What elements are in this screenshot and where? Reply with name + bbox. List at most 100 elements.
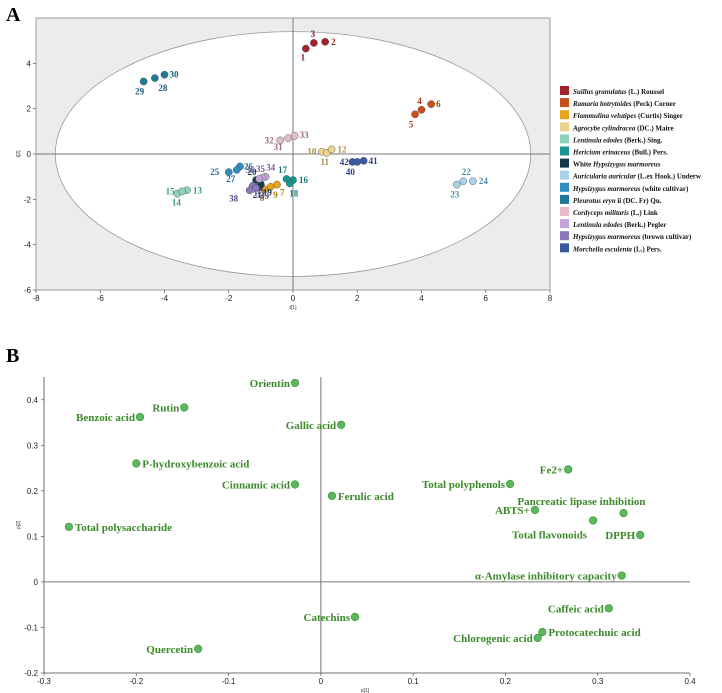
loading-label: Fe2+ [540, 464, 563, 476]
x-tick-label-b: 0.1 [408, 677, 420, 686]
x-tick-label-a: 0 [291, 294, 296, 303]
sample-label-37: 37 [256, 189, 266, 199]
loading-label: Orientin [250, 378, 290, 390]
legend-swatch [560, 86, 569, 95]
legend-swatch [560, 158, 569, 168]
sample-label-7: 7 [280, 188, 285, 198]
sample-label-38: 38 [229, 193, 239, 203]
loading-label: Total polyphenols [422, 479, 506, 491]
sample-label-10: 10 [307, 147, 317, 157]
loading-label: Total polysaccharide [75, 522, 172, 534]
sample-label-25: 25 [210, 167, 220, 177]
loading-point [617, 571, 626, 580]
legend-entry: Pleurotus eryn ii (DC. Fr) Qu. [573, 197, 662, 205]
sample-label-11: 11 [320, 157, 329, 167]
sample-point-12 [327, 145, 336, 154]
y-tick-label-b: 0.1 [27, 532, 39, 541]
loading-label: Total flavonoids [512, 529, 588, 541]
y-tick-label-b: -0.1 [24, 623, 38, 632]
sample-point-32 [276, 136, 284, 145]
sample-label-30: 30 [170, 70, 180, 80]
x-tick-label-b: 0.2 [500, 677, 512, 686]
sample-label-35: 35 [256, 164, 266, 174]
y-tick-label-a: 2 [27, 105, 32, 114]
legend-swatch [560, 243, 569, 253]
legend-swatch [560, 219, 569, 229]
sample-label-1: 1 [301, 53, 306, 63]
legend-swatch [560, 182, 569, 192]
y-tick-label-b: 0.2 [27, 487, 39, 496]
x-tick-label-b: -0.2 [129, 677, 143, 686]
legend-swatch [560, 98, 569, 108]
y-tick-label-a: -2 [24, 195, 32, 204]
loading-point [533, 633, 542, 643]
sample-point-6 [427, 100, 435, 108]
loading-label: Pancreatic lipase inhibition [517, 496, 645, 508]
loading-point [290, 378, 300, 388]
sample-point-18 [285, 179, 294, 188]
legend-entry: Hypsizygus marmoreus (white cultivar) [572, 185, 689, 193]
sample-label-5: 5 [409, 119, 414, 129]
x-axis-label-b: p[1] [361, 688, 370, 693]
loading-point [132, 459, 141, 468]
sample-label-8: 8 [260, 193, 265, 203]
legend-entry: Morchella esculenta (L.) Pers. [572, 245, 662, 253]
sample-label-23: 23 [450, 190, 460, 200]
legend-swatch [560, 134, 569, 144]
legend-entry: Hypsizygus marmoreus (brown cultivar) [572, 233, 692, 241]
legend-entry: Cordyceps militaris (L.) Link [573, 209, 658, 217]
loading-point [505, 479, 515, 489]
panel-b-loading-plot: -0.3 -0.2 -0.1 0 0.1 0.2 0.3 0.4-0.2-0.100.10.2… [16, 377, 696, 693]
legend-swatch [560, 110, 569, 120]
loading-label: Quercetin [146, 644, 193, 656]
sample-label-33: 33 [300, 130, 310, 140]
x-tick-label-b: 0.4 [684, 677, 696, 686]
loading-point [180, 403, 189, 412]
sample-label-26: 26 [244, 161, 254, 171]
loading-label: Ferulic acid [338, 491, 394, 503]
legend-swatch [560, 122, 569, 132]
y-tick-label-b: 0 [34, 578, 39, 587]
loading-label: Rutin [152, 403, 179, 415]
panel-a-letter: A [6, 4, 21, 26]
x-tick-label-b: 0.3 [592, 677, 604, 686]
legend-swatch [560, 207, 569, 216]
sample-label-27: 27 [226, 174, 236, 184]
sample-label-28: 28 [158, 83, 168, 93]
sample-point-3 [310, 39, 318, 47]
sample-point-4 [417, 106, 426, 114]
loading-point [530, 505, 540, 515]
sample-point-29 [139, 77, 148, 86]
loading-point [327, 491, 337, 500]
loading-point [564, 465, 573, 474]
sample-label-6: 6 [436, 99, 441, 109]
sample-point-2 [321, 38, 329, 46]
sample-label-24: 24 [479, 176, 489, 186]
loading-label: P-hydroxybenzoic acid [142, 459, 249, 471]
sample-point-15 [178, 187, 186, 196]
sample-point-9 [266, 183, 275, 191]
x-tick-label-a: -6 [97, 294, 105, 303]
sample-label-39: 39 [260, 191, 270, 201]
y-axis-label-a: t[2] [16, 150, 22, 158]
loading-point [588, 516, 598, 525]
sample-label-17: 17 [278, 165, 288, 175]
y-axis-label-b: p[2] [16, 520, 22, 529]
sample-point-41 [359, 156, 368, 165]
loading-label: Chlorogenic acid [453, 633, 533, 645]
sample-label-34: 34 [266, 163, 276, 173]
sample-point-30 [160, 70, 169, 79]
loading-point [619, 509, 628, 518]
y-tick-label-b: -0.2 [24, 669, 38, 678]
sample-point-1 [302, 44, 310, 53]
y-tick-label-b: 0.4 [27, 396, 39, 405]
sample-label-41: 41 [369, 156, 379, 166]
loading-label: α-Amylase inhibitory capacity [475, 571, 617, 583]
sample-label-42: 42 [340, 157, 350, 167]
x-tick-label-b: 0 [319, 677, 324, 686]
legend-entry: White Hypsizygus marmoreus [573, 161, 661, 169]
loading-label: Cinnamic acid [222, 479, 290, 491]
loading-point [350, 612, 360, 622]
legend-entry: Lentinula edodes (Berk.) Sing. [572, 136, 663, 144]
